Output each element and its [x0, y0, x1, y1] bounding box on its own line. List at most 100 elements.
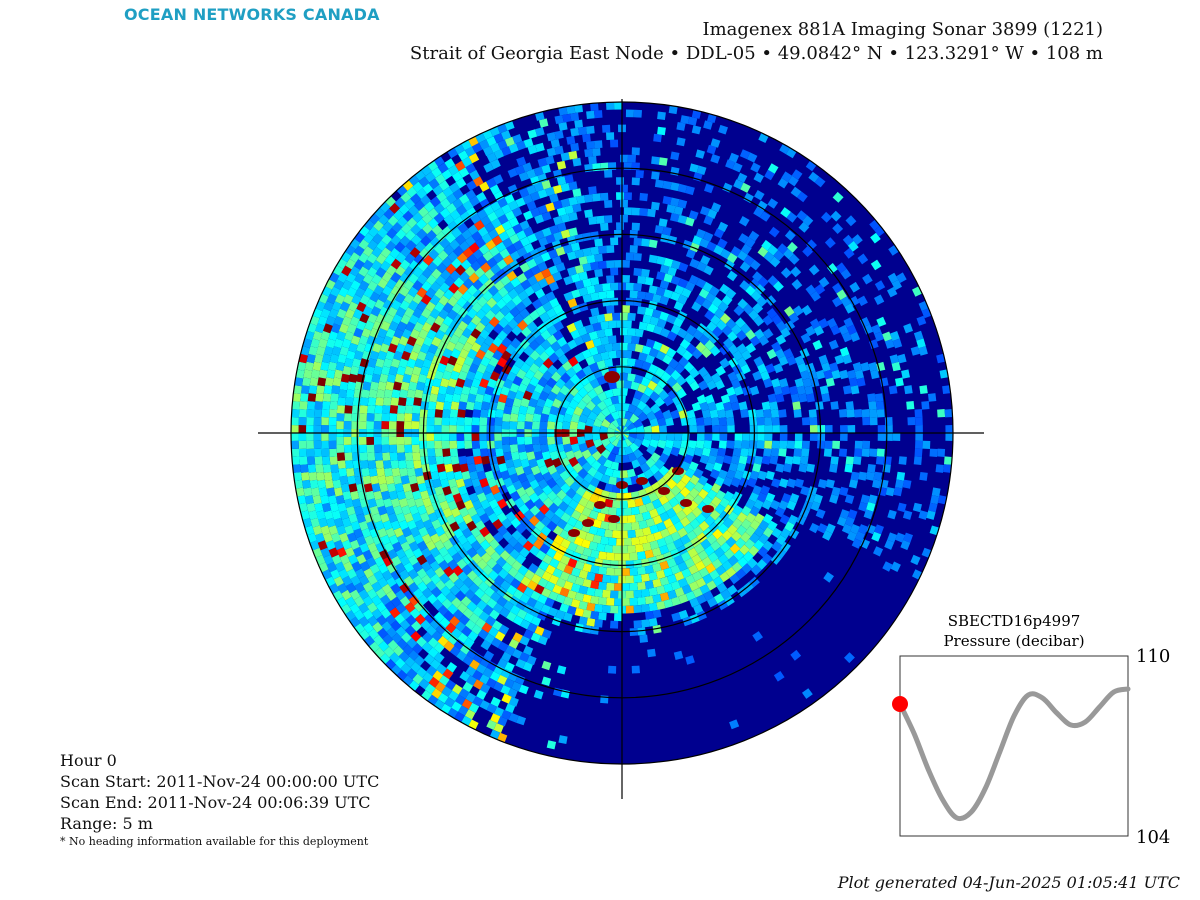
sonar-cell [567, 541, 578, 552]
sonar-cell [291, 433, 299, 441]
sonar-cell [623, 507, 632, 516]
sonar-cell [409, 350, 419, 361]
sonar-cell [372, 513, 382, 524]
sonar-cell [699, 206, 710, 216]
sonar-cell [452, 609, 464, 621]
sonar-cell [501, 220, 513, 231]
sonar-cell [649, 508, 659, 519]
sonar-cell [442, 302, 454, 313]
sonar-cell [652, 293, 662, 303]
sonar-cell [385, 614, 397, 626]
sonar-cell [316, 510, 326, 520]
sonar-cell [552, 568, 563, 579]
sonar-cell [762, 513, 774, 525]
sonar-cell [666, 541, 677, 552]
sonar-cell [850, 524, 860, 535]
sonar-cell [321, 433, 329, 441]
sonar-cell [465, 619, 476, 631]
sonar-cell [333, 315, 344, 326]
sonar-cell [673, 555, 684, 566]
sonar-cell [810, 377, 820, 388]
sonar-cell [771, 378, 781, 388]
sonar-cell [581, 349, 592, 359]
sonar-cell [629, 413, 640, 424]
sonar-cell [441, 598, 453, 610]
sonar-cell [510, 277, 521, 288]
sonar-cell [526, 405, 536, 415]
sonar-cell [434, 370, 444, 380]
sonar-cell [598, 566, 607, 575]
sonar-cell [566, 135, 576, 145]
sonar-cell [406, 358, 417, 369]
sonar-cell [555, 593, 566, 604]
sonar-cell [728, 462, 739, 473]
sonar-cell [331, 385, 340, 395]
sonar-cell [844, 303, 855, 314]
sonar-cell [659, 264, 670, 274]
sonar-cell [679, 516, 691, 528]
sonar-cell [623, 335, 632, 344]
sonar-cell [936, 353, 946, 364]
sonar-cell [478, 581, 489, 593]
sonar-cell [318, 517, 328, 528]
sonar-cell [419, 448, 428, 457]
sonar-cell [604, 313, 613, 322]
sonar-cell [414, 467, 424, 477]
sonar-cell [915, 425, 923, 433]
sonar-cell [662, 446, 673, 457]
sonar-cell [412, 643, 423, 655]
sonar-cell [658, 453, 670, 464]
sonar-cell [682, 239, 693, 250]
sonar-cell [471, 499, 483, 510]
sonar-cell [426, 370, 436, 380]
sonar-cell [442, 448, 451, 457]
sonar-cell [399, 389, 408, 399]
sonar-cell [438, 308, 449, 320]
sonar-cell [620, 500, 628, 509]
sonar-cell [773, 671, 785, 682]
sonar-cell [494, 425, 502, 433]
sonar-cell [578, 585, 588, 595]
sonar-cell [426, 486, 436, 496]
sonar-cell [484, 633, 495, 644]
sonar-cell [534, 214, 545, 224]
sonar-cell [712, 462, 723, 472]
sonar-cell [458, 688, 470, 699]
sonar-cell [586, 602, 596, 612]
sonar-cell [735, 537, 746, 549]
sonar-cell [473, 455, 483, 465]
sonar-cell [563, 443, 573, 453]
sonar-cell [494, 440, 503, 449]
sonar-cell [412, 561, 423, 573]
sonar-cell [891, 361, 901, 372]
sonar-cell [590, 565, 600, 574]
sonar-cell [395, 228, 407, 240]
sonar-cell [845, 516, 855, 527]
sonar-cell [378, 640, 390, 652]
sonar-cell [634, 343, 644, 353]
sonar-cell [408, 273, 419, 284]
sonar-cell [449, 433, 457, 441]
sonar-cell [543, 398, 554, 408]
sonar-cell [859, 317, 871, 328]
crosshair [258, 99, 984, 799]
sonar-cell [839, 509, 850, 520]
sonar-cell [707, 597, 718, 608]
sonar-cell [703, 215, 714, 226]
sonar-cell [616, 380, 624, 389]
sonar-cell [659, 295, 670, 306]
sonar-cell [418, 176, 430, 188]
sonar-cell [556, 176, 567, 186]
sonar-cell [697, 550, 709, 561]
sonar-cell [374, 299, 385, 310]
sonar-cell [326, 562, 337, 573]
sonar-cell [552, 584, 563, 595]
sonar-cell [866, 502, 876, 512]
sonar-cell [317, 315, 328, 326]
sonar-cell [682, 505, 693, 516]
sonar-cell [490, 591, 502, 603]
sonar-cell [520, 493, 531, 504]
sonar-cell [391, 555, 402, 567]
sonar-cell [698, 366, 709, 378]
sonar-cell [436, 362, 447, 373]
